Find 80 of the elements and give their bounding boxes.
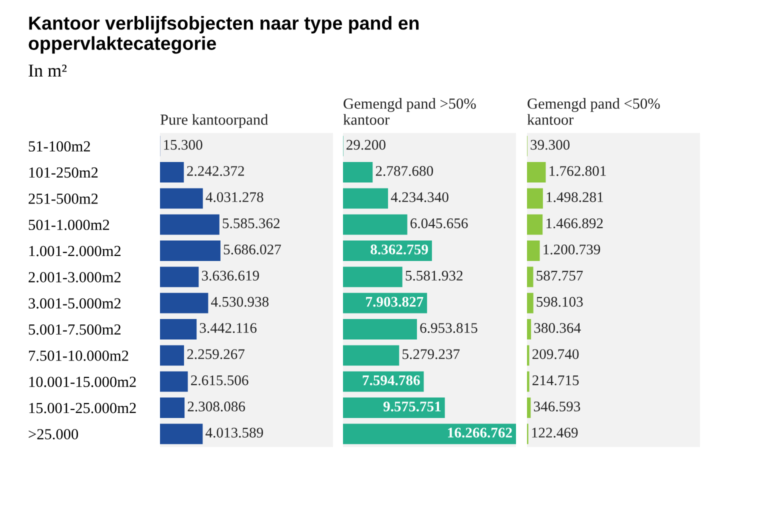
data-label: 122.469 [532, 428, 578, 438]
data-label: 15.300 [164, 140, 202, 150]
data-label: 380.364 [534, 323, 581, 333]
bar [343, 345, 400, 366]
data-label: 29.200 [346, 140, 386, 150]
data-label: 5.279.237 [402, 349, 460, 360]
data-label: 2.615.506 [191, 375, 248, 386]
bar [527, 240, 540, 261]
data-label: 4.530.938 [211, 296, 269, 307]
data-label: 2.259.267 [187, 349, 245, 360]
data-label: 3.636.619 [202, 270, 260, 281]
bar [160, 292, 208, 314]
y-tick-label: >25.000 [28, 429, 78, 440]
data-label: 4.013.589 [206, 428, 264, 438]
chart-title: Gemengd pand >50% kantoor [343, 98, 476, 125]
bar [343, 266, 402, 288]
y-tick-label: 251-500m2 [28, 194, 98, 204]
bar [160, 371, 188, 392]
data-label: 7.903.827 [366, 296, 424, 307]
chart-title: Gemengd pand <50% kantoor [527, 98, 660, 125]
y-tick-label: 51-100m2 [28, 141, 90, 152]
data-label: 209.740 [532, 349, 579, 360]
bar [343, 188, 388, 209]
data-label: 6.045.656 [410, 218, 468, 228]
data-label: 9.575.751 [383, 402, 441, 412]
data-label: 16.266.762 [448, 428, 512, 438]
y-tick-label: 2.001-3.000m2 [28, 272, 121, 282]
data-label: 598.103 [536, 296, 583, 307]
bar [527, 214, 543, 235]
bar [343, 319, 417, 340]
bar [527, 292, 534, 314]
y-tick-label: 501-1.000m2 [28, 220, 110, 230]
bar [160, 345, 184, 366]
data-label: 2.787.680 [376, 166, 434, 176]
bar [527, 319, 532, 340]
bar [160, 319, 197, 340]
data-label: 2.242.372 [187, 166, 244, 176]
data-label: 7.594.786 [362, 375, 420, 386]
y-tick-label: 15.001-25.000m2 [29, 402, 136, 414]
data-label: 1.498.281 [546, 192, 603, 202]
data-label: 587.757 [536, 270, 583, 281]
bar [343, 214, 408, 235]
y-tick-label: 3.001-5.000m2 [28, 298, 121, 309]
bar [160, 424, 203, 444]
bar [160, 240, 220, 261]
data-label: 1.762.801 [550, 166, 606, 176]
text: Kantoor verblijfsobjecten naar type pand en oppervlaktecategorie [28, 16, 419, 54]
y-tick-label: 10.001-15.000m2 [29, 376, 136, 388]
data-label: 214.715 [532, 375, 579, 386]
bar [527, 398, 531, 418]
bar [527, 266, 534, 288]
bar [343, 162, 373, 182]
data-label: 1.466.892 [546, 218, 603, 228]
data-label: 8.362.759 [370, 244, 428, 254]
y-tick-label: 5.001-7.500m2 [28, 324, 121, 335]
data-label: 5.581.932 [406, 270, 462, 281]
data-label: 5.686.027 [224, 244, 281, 254]
y-tick-label: 1.001-2.000m2 [29, 246, 121, 256]
bar [160, 266, 199, 288]
data-label: 346.593 [534, 402, 580, 412]
bar [343, 398, 445, 418]
bar [527, 188, 543, 209]
bar [160, 188, 203, 209]
data-label: 6.953.815 [420, 323, 478, 333]
bar [527, 162, 546, 182]
data-label: 1.200.739 [544, 244, 600, 254]
bar [160, 162, 184, 182]
data-label: 5.585.362 [222, 218, 280, 228]
data-label: 4.234.340 [390, 192, 448, 202]
data-label: 3.442.116 [200, 323, 257, 333]
bar [160, 398, 185, 418]
chart-title: Pure kantoorpand [160, 114, 268, 128]
bar [160, 214, 220, 235]
y-tick-label: 7.501-10.000m2 [29, 350, 128, 361]
data-label: 2.308.086 [188, 402, 246, 412]
y-tick-label: 101-250m2 [29, 167, 98, 178]
bar [343, 424, 516, 444]
data-label: 39.300 [530, 140, 570, 150]
data-label: 4.031.278 [206, 192, 264, 202]
text: In m² [28, 64, 67, 77]
